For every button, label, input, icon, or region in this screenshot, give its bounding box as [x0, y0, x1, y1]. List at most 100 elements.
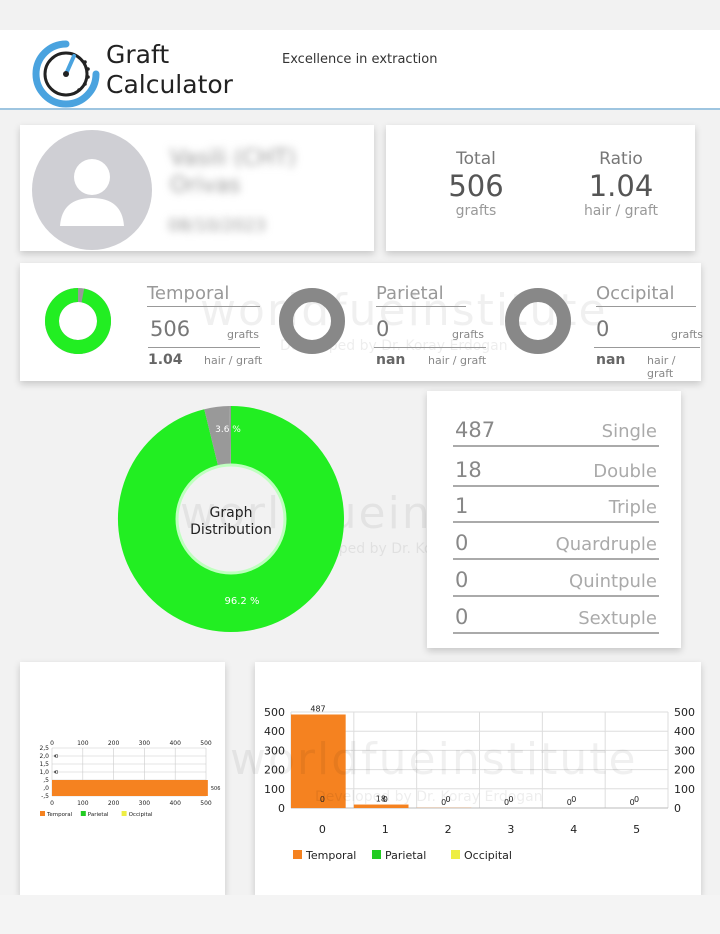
v-legend-label: Temporal [305, 849, 356, 862]
donut-slice-single[interactable] [118, 406, 344, 632]
graft-type-row-single: 487 Single [453, 413, 659, 447]
v-data-label: 487 [310, 704, 325, 713]
v-y-tick-left: 0 [278, 802, 285, 815]
occipital-ring [505, 288, 571, 354]
parietal-ring [279, 288, 345, 354]
v-legend-swatch [372, 850, 381, 859]
h-x-tick-top: 300 [139, 740, 151, 747]
h-x-tick-top: 100 [77, 740, 89, 747]
patient-card[interactable]: Vasili (CHT) Orivas 08/10/2023 [20, 125, 374, 251]
donut-center-line1: Graph [210, 505, 253, 521]
parietal-grafts: 0 [376, 317, 390, 341]
v-legend-swatch [451, 850, 460, 859]
v-bar-temporal[interactable] [291, 714, 346, 808]
patient-date: 08/10/2023 [168, 216, 266, 236]
h-x-tick-bottom: 0 [50, 800, 54, 807]
v-y-tick-left: 200 [264, 764, 285, 777]
ratio-value: 1.04 [588, 169, 654, 203]
avatar [32, 130, 152, 250]
h-y-tick: 1,5 [39, 761, 49, 768]
v-y-tick-left: 300 [264, 744, 285, 757]
patient-name-line2: Orivas [170, 173, 241, 198]
h-y-tick: -,5 [41, 793, 49, 800]
h-y-tick: 2,0 [39, 753, 49, 760]
double-count: 18 [455, 458, 482, 482]
h-y-tick: 2,5 [39, 745, 49, 752]
v-data-label: 0 [504, 798, 509, 807]
h-bar-temporal[interactable] [52, 780, 208, 796]
v-x-tick: 0 [319, 823, 326, 836]
triple-label: Triple [608, 497, 657, 518]
h-x-tick-bottom: 100 [77, 800, 89, 807]
ring-track [279, 288, 345, 354]
h-data-label: 506 [211, 786, 221, 792]
h-data-label: 0 [55, 770, 58, 776]
sextuple-count: 0 [455, 605, 469, 629]
graft-type-row-triple: 1 Triple [453, 489, 659, 523]
v-data-label: 0 [630, 798, 635, 807]
h-x-tick-bottom: 300 [139, 800, 151, 807]
v-y-tick-left: 500 [264, 706, 285, 719]
horizontal-bar-chart[interactable]: 001001002002003003004004005005002,52,01,… [20, 662, 225, 895]
h-x-tick-top: 0 [50, 740, 54, 747]
app-logo-text: Graft Calculator [106, 40, 233, 100]
h-bar-zero-marker [53, 770, 57, 774]
distribution-donut[interactable]: Graph Distribution 96.2 % 3.6 % [116, 404, 346, 634]
total-label: Total [456, 149, 496, 169]
h-y-tick: ,0 [43, 785, 49, 792]
v-legend-label: Occipital [464, 849, 512, 862]
ring-track [505, 288, 571, 354]
temporal-grafts: 506 [150, 317, 191, 341]
h-y-tick: ,5 [43, 777, 49, 784]
watermark-developer-3: Developed by Dr. Koray Erdogan [315, 789, 543, 805]
temporal-grafts-unit: grafts [227, 328, 259, 341]
graft-type-row-double: 18 Double [453, 453, 659, 487]
v-legend-label: Parietal [385, 849, 426, 862]
occipital-ratio-unit: hair / graft [647, 354, 676, 380]
quardruple-count: 0 [455, 531, 469, 555]
h-x-tick-top: 400 [169, 740, 181, 747]
v-zero-label: 0 [634, 795, 639, 804]
quintpule-count: 0 [455, 568, 469, 592]
parietal-ratio-unit: hair / graft [428, 354, 487, 367]
single-count: 487 [455, 418, 496, 442]
regions-card: worldfueinstitute Developed by Dr. Koray… [20, 263, 703, 381]
v-y-tick-right: 500 [674, 706, 695, 719]
logo-line-graft: Graft [106, 40, 170, 69]
v-y-tick-right: 100 [674, 783, 695, 796]
occipital-title: Occipital [596, 283, 696, 307]
graft-types-card: 487 Single 18 Double 1 Triple 0 Quardrup… [427, 391, 681, 648]
v-y-tick-right: 400 [674, 725, 695, 738]
temporal-ratio-unit: hair / graft [204, 354, 263, 367]
gauge-logo-icon [32, 40, 100, 108]
v-legend-swatch [293, 850, 302, 859]
temporal-ratio: 1.04 [148, 352, 183, 368]
v-bar-temporal[interactable] [353, 804, 409, 808]
h-x-tick-bottom: 200 [108, 800, 120, 807]
watermark-brand-3: worldfueinstitute [230, 734, 638, 785]
ratio-label: Ratio [599, 149, 643, 169]
tagline: Excellence in extraction [282, 52, 438, 67]
v-x-tick: 4 [570, 823, 577, 836]
v-y-tick-right: 0 [674, 802, 681, 815]
h-data-label: 0 [55, 754, 58, 760]
graft-type-row-sextuple: 0 Sextuple [453, 600, 659, 634]
v-x-tick: 2 [445, 823, 452, 836]
v-y-tick-right: 300 [674, 744, 695, 757]
v-data-label: 18 [376, 795, 386, 804]
temporal-title: Temporal [147, 283, 260, 307]
donut-center-line2: Distribution [190, 522, 272, 538]
donut-slice-double[interactable] [204, 406, 232, 466]
bottom-bar [0, 895, 720, 934]
h-legend-swatch [121, 811, 127, 816]
small-chart-card: 0 0 100 100 200 200 300 300 400 400 500 500 2,5 2,0 1,… [20, 662, 225, 895]
donut-label-single: 96.2 % [225, 596, 260, 607]
quintpule-label: Quintpule [569, 571, 657, 592]
v-data-label: 0 [567, 798, 572, 807]
ring-fill [45, 288, 111, 354]
parietal-title: Parietal [376, 283, 466, 307]
h-legend-label: Occipital [129, 812, 153, 818]
double-label: Double [593, 461, 657, 482]
graft-type-row-quardruple: 0 Quardruple [453, 526, 659, 560]
